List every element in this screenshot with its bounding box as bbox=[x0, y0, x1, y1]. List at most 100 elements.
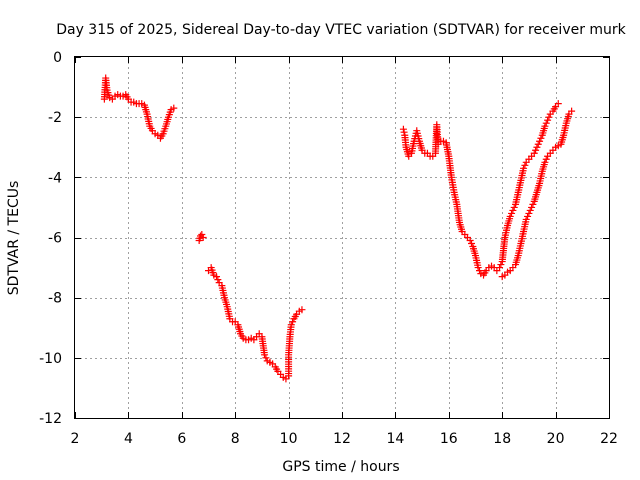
data-point bbox=[199, 234, 207, 241]
data-point bbox=[417, 144, 425, 152]
data-point bbox=[198, 230, 206, 238]
data-point bbox=[497, 261, 505, 269]
data-point bbox=[534, 140, 542, 148]
data-point bbox=[535, 182, 543, 190]
data-point bbox=[103, 84, 111, 92]
data-point bbox=[273, 365, 281, 373]
data-point bbox=[105, 91, 113, 99]
data-point bbox=[496, 264, 504, 272]
data-point bbox=[554, 100, 562, 108]
data-point bbox=[542, 119, 550, 127]
data-point bbox=[542, 155, 550, 163]
data-point bbox=[225, 312, 233, 320]
data-point bbox=[434, 138, 442, 146]
data-point bbox=[474, 261, 482, 269]
data-point bbox=[529, 200, 537, 208]
y-tick-label: -6 bbox=[48, 231, 62, 247]
x-axis-label: GPS time / hours bbox=[282, 459, 399, 475]
data-point bbox=[519, 167, 527, 175]
data-point bbox=[562, 122, 570, 130]
data-point bbox=[223, 300, 231, 308]
data-point bbox=[476, 267, 484, 275]
data-point bbox=[538, 170, 546, 178]
data-point bbox=[506, 215, 514, 223]
data-point bbox=[519, 230, 527, 238]
data-point bbox=[544, 116, 552, 124]
data-point bbox=[537, 134, 545, 142]
y-tick-labels: 0 -2 -4 -6 -8 -10 -12 bbox=[39, 50, 62, 427]
data-point bbox=[509, 206, 517, 214]
data-point bbox=[501, 236, 509, 244]
data-point bbox=[508, 209, 516, 217]
series-3 bbox=[205, 264, 306, 383]
data-point bbox=[524, 212, 532, 220]
data-point bbox=[550, 105, 558, 113]
data-point bbox=[164, 115, 172, 123]
x-tick-label: 8 bbox=[231, 431, 240, 447]
x-tick-label: 18 bbox=[493, 431, 511, 447]
data-point bbox=[410, 140, 418, 148]
axis-ticks bbox=[75, 57, 610, 419]
data-point bbox=[450, 186, 458, 194]
data-point bbox=[404, 150, 412, 158]
data-point bbox=[471, 249, 479, 257]
data-point bbox=[213, 273, 221, 281]
data-point bbox=[166, 108, 174, 116]
x-tick-label: 22 bbox=[600, 431, 618, 447]
data-point bbox=[161, 125, 169, 133]
x-tick-label: 4 bbox=[124, 431, 133, 447]
data-point bbox=[522, 218, 530, 226]
x-tick-label: 12 bbox=[333, 431, 351, 447]
data-point bbox=[147, 124, 155, 132]
data-point bbox=[568, 107, 576, 115]
data-point bbox=[415, 135, 423, 143]
x-tick-label: 16 bbox=[440, 431, 458, 447]
data-point bbox=[481, 269, 489, 277]
data-point bbox=[532, 146, 540, 154]
data-point bbox=[540, 161, 548, 169]
plot-frame bbox=[74, 56, 610, 419]
y-tick-label: 0 bbox=[53, 50, 62, 66]
y-tick-label: -10 bbox=[39, 351, 62, 367]
y-axis-label: SDTVAR / TECUs bbox=[6, 181, 22, 296]
data-point bbox=[545, 113, 553, 121]
data-point bbox=[262, 354, 270, 362]
data-point bbox=[196, 234, 204, 242]
data-point bbox=[209, 269, 217, 277]
data-point bbox=[530, 149, 538, 157]
data-point bbox=[516, 242, 524, 250]
x-tick-label: 14 bbox=[386, 431, 404, 447]
data-point bbox=[533, 143, 541, 151]
data-point bbox=[447, 171, 455, 179]
data-point bbox=[466, 237, 474, 245]
data-point bbox=[559, 133, 567, 141]
data-point bbox=[236, 328, 244, 336]
data-point bbox=[220, 291, 228, 299]
y-tick-label: -8 bbox=[48, 291, 62, 307]
data-point bbox=[510, 203, 518, 211]
data-point bbox=[260, 349, 268, 357]
data-point bbox=[291, 312, 299, 320]
x-tick-label: 6 bbox=[177, 431, 186, 447]
x-tick-label: 2 bbox=[71, 431, 80, 447]
data-point bbox=[503, 224, 511, 232]
data-point bbox=[514, 191, 522, 199]
data-point bbox=[528, 203, 536, 211]
data-point bbox=[457, 225, 465, 233]
data-point bbox=[289, 318, 297, 326]
data-point bbox=[455, 216, 463, 224]
data-point bbox=[298, 306, 306, 314]
data-points bbox=[100, 74, 576, 383]
data-point bbox=[170, 104, 178, 112]
data-point bbox=[526, 206, 534, 214]
data-point bbox=[444, 150, 452, 158]
data-point bbox=[214, 276, 222, 284]
x-tick-label: 20 bbox=[547, 431, 565, 447]
data-point bbox=[532, 191, 540, 199]
data-point bbox=[467, 240, 475, 248]
series-4 bbox=[399, 100, 576, 281]
data-point bbox=[158, 132, 166, 140]
chart-title: Day 315 of 2025, Sidereal Day-to-day VTE… bbox=[56, 22, 626, 38]
data-point bbox=[564, 112, 572, 120]
